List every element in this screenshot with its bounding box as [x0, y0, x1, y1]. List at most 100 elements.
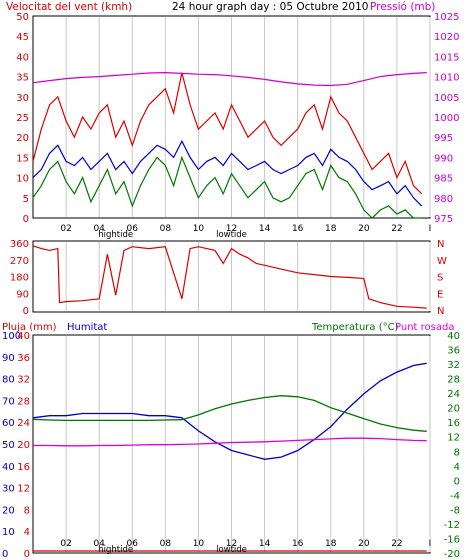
- time-tick-label: 14: [259, 539, 271, 549]
- time-tick-label: 10: [193, 224, 205, 234]
- temperature-tick-label: -20: [444, 549, 460, 559]
- compass-direction-label: S: [437, 273, 443, 284]
- pressure-tick-label: 980: [434, 194, 453, 205]
- time-tick-label: 16: [292, 539, 304, 549]
- humidity-tick-label: 100: [2, 331, 21, 342]
- time-tick-label: I: [429, 224, 432, 234]
- time-tick-label: 08: [160, 539, 172, 549]
- time-tick-label: 06: [127, 539, 139, 549]
- time-tick-label: 22: [391, 539, 402, 549]
- pressure-tick-label: 1005: [434, 93, 459, 104]
- rain-tick-label: 16: [17, 462, 30, 473]
- humidity-tick-label: 50: [2, 440, 15, 451]
- pressure-tick-label: 990: [434, 153, 453, 164]
- wind-speed-tick-label: 0: [23, 214, 29, 225]
- wind-speed-tick-label: 5: [23, 194, 29, 205]
- rain-tick-label: 8: [24, 505, 30, 516]
- dew-point-axis-title: Punt rosada: [395, 322, 454, 333]
- temperature-tick-label: 20: [447, 404, 460, 415]
- rain-tick-label: 4: [24, 527, 30, 538]
- time-tick-label: 10: [193, 539, 205, 549]
- humidity-tick-label: 30: [2, 484, 15, 495]
- time-tick-label: 18: [325, 224, 337, 234]
- temperature-tick-label: 32: [447, 360, 460, 371]
- temperature-tick-label: -16: [444, 534, 460, 545]
- rain-tick-label: 28: [17, 396, 30, 407]
- rain-tick-label: 24: [17, 418, 30, 429]
- pressure-tick-label: 1010: [434, 73, 459, 84]
- temperature-tick-label: 36: [447, 346, 460, 357]
- series-lines: [32, 71, 427, 552]
- humidity-axis-title: Humitat: [67, 322, 107, 333]
- humidity-tick-label: 40: [2, 462, 15, 473]
- wind-speed-tick-label: 25: [16, 113, 29, 124]
- temperature-tick-label: 0: [454, 476, 460, 487]
- wind-speed-tick-label: 20: [16, 133, 29, 144]
- wind-speed-tick-label: 40: [16, 52, 29, 63]
- time-tick-label: 20: [358, 224, 370, 234]
- grid-lines: [65, 17, 431, 552]
- humidity-tick-label: 90: [2, 353, 15, 364]
- temperature-tick-label: 4: [454, 462, 460, 473]
- pressure-tick-label: 995: [434, 133, 453, 144]
- temperature-tick-label: 16: [447, 418, 460, 429]
- rain-tick-label: 0: [24, 549, 30, 559]
- wind-speed-line: [32, 72, 423, 195]
- humidity-tick-label: 80: [2, 375, 15, 386]
- wind-average-line: [32, 139, 423, 207]
- pressure-tick-label: 1025: [434, 12, 459, 23]
- wind-speed-tick-label: 35: [16, 73, 29, 84]
- pressure-line: [32, 71, 427, 87]
- chart-title: 24 hour graph day : 05 Octubre 2010: [172, 1, 368, 13]
- compass-direction-label: N: [437, 239, 444, 250]
- wind-speed-tick-label: 10: [16, 174, 29, 185]
- pressure-tick-label: 1020: [434, 32, 459, 43]
- rain-tick-label: 20: [17, 440, 30, 451]
- humidity-tick-label: 20: [2, 505, 15, 516]
- compass-direction-label: E: [437, 289, 443, 300]
- direction-tick-label: 360: [10, 239, 29, 250]
- tide-label: lowtide: [216, 545, 247, 555]
- wind-speed-tick-label: 30: [16, 93, 29, 104]
- humidity-tick-label: 70: [2, 396, 15, 407]
- dew-point-line: [33, 437, 427, 447]
- rain-tick-label: 12: [17, 484, 30, 495]
- time-tick-label: 06: [127, 224, 139, 234]
- pressure-tick-label: 985: [434, 174, 453, 185]
- direction-tick-label: 270: [10, 256, 29, 267]
- humidity-tick-label: 60: [2, 418, 15, 429]
- time-tick-label: 12: [226, 539, 237, 549]
- rain-axis-title: Pluja (mm): [2, 322, 57, 333]
- temperature-tick-label: 28: [447, 375, 460, 386]
- rain-tick-label: 32: [17, 375, 30, 386]
- time-tick-label: 18: [325, 539, 337, 549]
- pressure-tick-label: 975: [434, 214, 453, 225]
- pressure-axis-title: Pressió (mb): [370, 1, 435, 13]
- temperature-tick-label: -12: [444, 520, 460, 531]
- time-tick-label: 04: [93, 224, 105, 234]
- temperature-tick-label: -4: [450, 491, 460, 502]
- direction-tick-label: 90: [16, 289, 29, 300]
- temperature-axis-title: Temperatura (°C): [311, 322, 399, 333]
- time-tick-label: 04: [93, 539, 105, 549]
- wind-speed-tick-label: 15: [16, 153, 29, 164]
- temperature-tick-label: -8: [450, 505, 460, 516]
- wind-low-line: [32, 155, 422, 219]
- humidity-tick-label: 0: [2, 549, 8, 559]
- rain-tick-label: 36: [17, 353, 30, 364]
- rain-tick-label: 40: [17, 331, 30, 342]
- time-tick-label: I: [429, 539, 432, 549]
- time-tick-label: 16: [292, 224, 304, 234]
- axis-tick-labels: 0202040406060808101012121414161618182020…: [2, 12, 460, 559]
- humidity-line: [32, 362, 427, 460]
- time-tick-label: 02: [60, 224, 71, 234]
- direction-tick-label: 180: [10, 273, 29, 284]
- temperature-line: [32, 395, 427, 432]
- pressure-tick-label: 1015: [434, 52, 459, 63]
- time-tick-label: 14: [259, 224, 271, 234]
- wind-speed-tick-label: 50: [16, 12, 29, 23]
- tide-label: lowtide: [216, 230, 247, 240]
- time-tick-label: 12: [226, 224, 237, 234]
